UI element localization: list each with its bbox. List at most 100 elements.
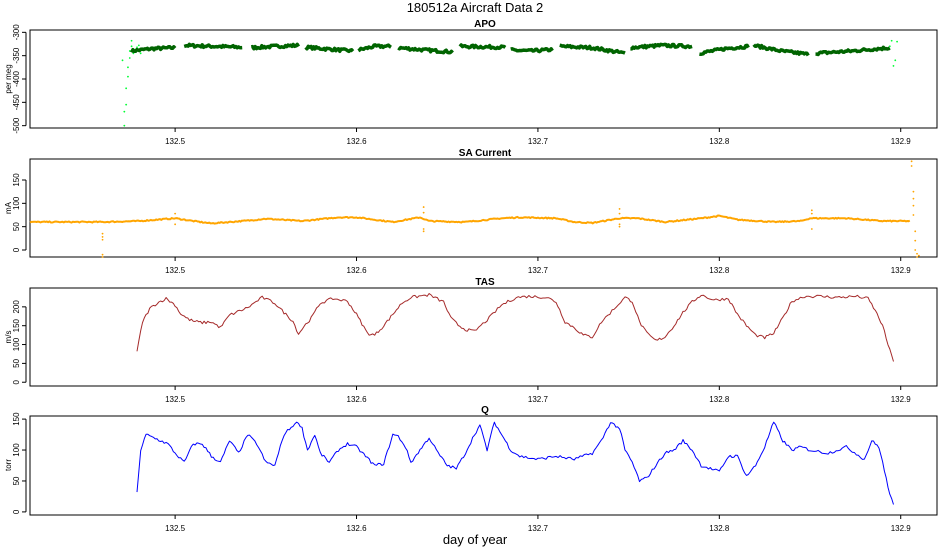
x-tick-label: 132.7 xyxy=(528,137,549,146)
x-tick-label: 132.6 xyxy=(347,395,368,404)
data-point xyxy=(917,254,920,257)
series-band-segment xyxy=(458,43,507,51)
plot-frame xyxy=(29,287,938,387)
data-point xyxy=(422,230,425,233)
data-point xyxy=(127,66,129,69)
data-point xyxy=(128,57,131,59)
series-band-segment xyxy=(183,42,243,50)
data-point xyxy=(810,209,813,212)
y-tick-label: -300 xyxy=(12,24,21,41)
x-tick-label: 132.5 xyxy=(165,395,186,404)
x-tick-label: 132.7 xyxy=(528,524,549,533)
data-point xyxy=(136,46,138,49)
data-point xyxy=(422,228,425,230)
series-band-segment xyxy=(357,43,392,53)
series-band-segment xyxy=(559,43,626,55)
x-tick-label: 132.5 xyxy=(165,137,186,146)
data-point xyxy=(123,124,126,127)
data-point xyxy=(618,225,621,228)
data-point xyxy=(894,59,897,62)
y-tick-label: -350 xyxy=(12,47,21,64)
panel-title: SA Current xyxy=(459,148,512,159)
data-point xyxy=(910,165,913,167)
series-band-segment xyxy=(250,42,301,51)
x-tick-label: 132.9 xyxy=(891,266,912,275)
data-point xyxy=(139,52,142,55)
x-tick-label: 132.8 xyxy=(709,266,730,275)
data-point xyxy=(123,110,126,113)
x-tick-label: 132.6 xyxy=(347,137,368,146)
data-point xyxy=(422,211,425,214)
data-point xyxy=(888,45,891,48)
y-tick-label: 50 xyxy=(12,358,21,367)
data-point xyxy=(618,223,621,226)
series-band-segment xyxy=(815,45,891,57)
data-point xyxy=(912,204,915,207)
data-point xyxy=(130,45,133,48)
x-tick-label: 132.9 xyxy=(891,137,912,146)
y-tick-label: 0 xyxy=(12,379,21,384)
y-axis-label: m/s xyxy=(4,331,13,344)
figure-title: 180512a Aircraft Data 2 xyxy=(407,0,544,15)
panel-title: Q xyxy=(481,405,489,416)
data-point xyxy=(125,103,128,106)
data-point xyxy=(890,39,893,42)
series-band-segment xyxy=(304,44,355,54)
data-point xyxy=(912,197,915,200)
y-tick-label: -450 xyxy=(12,94,21,111)
series-line xyxy=(136,421,894,505)
y-tick-label: 150 xyxy=(12,412,21,426)
data-point xyxy=(422,206,425,208)
figure-xlabel: day of year xyxy=(443,532,508,547)
data-point xyxy=(912,214,915,216)
series-band-segment xyxy=(698,43,750,57)
series-0 xyxy=(136,293,894,362)
data-point xyxy=(892,65,895,67)
x-tick-label: 132.6 xyxy=(347,266,368,275)
series-1 xyxy=(130,42,891,57)
x-tick-label: 132.8 xyxy=(709,395,730,404)
x-tick-label: 132.7 xyxy=(528,395,549,404)
series-band-segment xyxy=(752,43,810,57)
data-point xyxy=(810,228,813,230)
plot-frame xyxy=(29,29,938,129)
data-point xyxy=(618,212,621,215)
data-point xyxy=(101,253,104,256)
series-band-segment xyxy=(510,46,554,54)
y-tick-label: 200 xyxy=(12,300,21,314)
x-tick-label: 132.8 xyxy=(709,524,730,533)
data-point xyxy=(121,59,124,62)
y-tick-label: 0 xyxy=(12,509,21,514)
y-tick-label: 150 xyxy=(12,173,21,187)
y-tick-label: -500 xyxy=(12,117,21,134)
y-tick-label: 100 xyxy=(12,337,21,351)
data-point xyxy=(914,230,917,233)
panel-title: TAS xyxy=(475,277,495,288)
data-point xyxy=(127,75,129,78)
series-0 xyxy=(121,39,898,127)
series-1 xyxy=(101,160,920,258)
data-point xyxy=(101,232,104,235)
data-point xyxy=(101,256,104,258)
data-point xyxy=(125,87,128,90)
series-0 xyxy=(29,214,911,225)
x-tick-label: 132.8 xyxy=(709,137,730,146)
plot-frame xyxy=(29,158,938,258)
x-tick-label: 132.5 xyxy=(165,524,186,533)
x-tick-label: 132.5 xyxy=(165,266,186,275)
plot-frame xyxy=(29,415,938,516)
panel-sa-current: SA Current mA 132.5 132.6 132.7 132.8 132.9 0… xyxy=(4,148,938,275)
data-point xyxy=(174,212,177,215)
y-tick-label: 50 xyxy=(12,476,21,485)
data-point xyxy=(914,249,917,251)
data-point xyxy=(910,160,913,163)
panel-apo: APO per meg 132.5 132.6 132.7 132.8 132.9 -50… xyxy=(4,19,938,146)
data-point xyxy=(174,223,177,226)
y-axis-label: mA xyxy=(4,201,13,214)
x-tick-label: 132.7 xyxy=(528,266,549,275)
data-point xyxy=(912,190,915,193)
data-point xyxy=(916,256,918,258)
series-band-segment xyxy=(397,45,454,55)
data-point xyxy=(810,212,813,215)
series-band-segment xyxy=(29,214,911,225)
